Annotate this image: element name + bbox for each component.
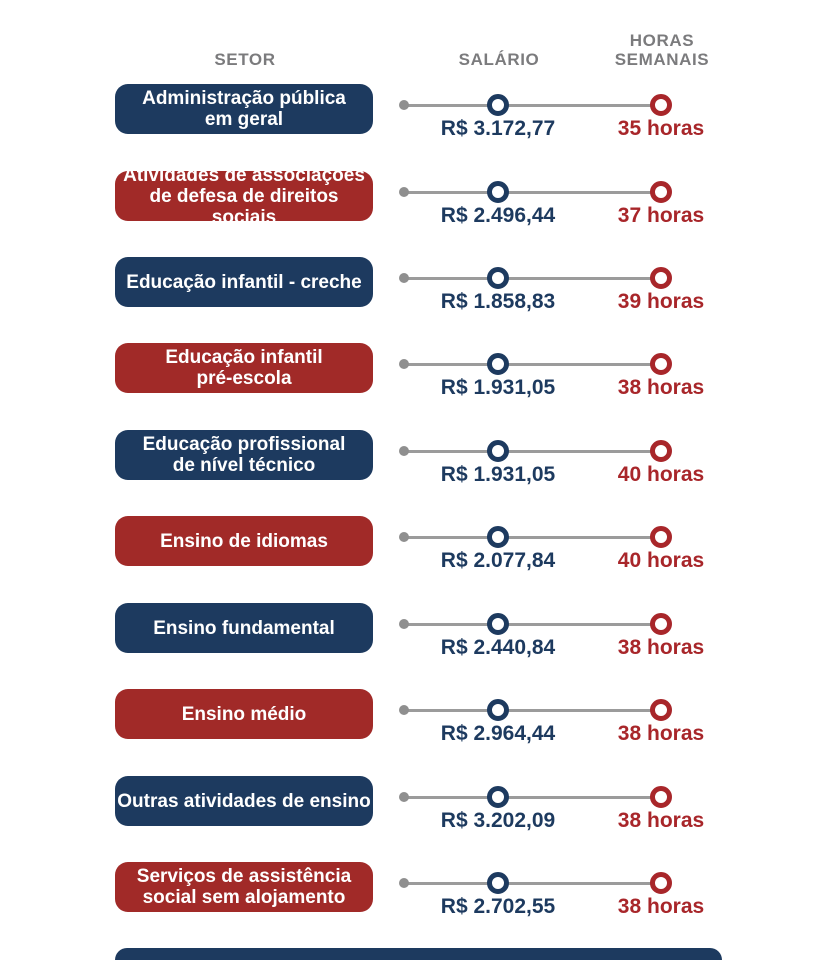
table-row: Ensino de idiomas R$ 2.077,84 40 horas (0, 516, 830, 602)
salary-marker-circle-icon (487, 440, 509, 462)
sector-pill: Outras atividades de ensino (115, 776, 373, 826)
column-header-hours: HORAS SEMANAIS (614, 31, 710, 69)
hours-marker-circle-icon (650, 526, 672, 548)
sector-label: Administração pública em geral (142, 88, 346, 130)
hours-value: 40 horas (617, 463, 705, 486)
salary-marker-circle-icon (487, 872, 509, 894)
line-start-dot-icon (399, 100, 409, 110)
table-row: Educação infantil pré-escola R$ 1.931,05… (0, 343, 830, 429)
connector-line (404, 623, 661, 626)
connector-line (404, 709, 661, 712)
hours-marker-circle-icon (650, 699, 672, 721)
line-start-dot-icon (399, 705, 409, 715)
sector-label: Educação infantil - creche (126, 271, 362, 293)
table-row: Educação infantil - creche R$ 1.858,83 3… (0, 257, 830, 343)
sector-label: Outras atividades de ensino (117, 790, 371, 812)
table-row: Educação profissional de nível técnico R… (0, 430, 830, 516)
hours-value: 38 horas (617, 809, 705, 832)
sector-label: Ensino fundamental (153, 617, 335, 639)
line-start-dot-icon (399, 792, 409, 802)
sector-pill: Atividades de associações de defesa de d… (115, 165, 373, 228)
sector-pill: Ensino fundamental (115, 603, 373, 653)
salary-value: R$ 2.964,44 (440, 722, 556, 745)
hours-value: 40 horas (617, 549, 705, 572)
hours-value: 35 horas (617, 117, 705, 140)
sector-pill: Ensino de idiomas (115, 516, 373, 566)
hours-value: 38 horas (617, 895, 705, 918)
salary-value: R$ 1.931,05 (440, 376, 556, 399)
sector-pill: Ensino médio (115, 689, 373, 739)
salary-value: R$ 1.931,05 (440, 463, 556, 486)
salary-value: R$ 3.172,77 (440, 117, 556, 140)
salary-marker-circle-icon (487, 613, 509, 635)
line-start-dot-icon (399, 273, 409, 283)
hours-value: 38 horas (617, 376, 705, 399)
salary-marker-circle-icon (487, 267, 509, 289)
table-row: Serviços de assistência social sem aloja… (0, 862, 830, 948)
table-row: Atividades de associações de defesa de d… (0, 165, 830, 257)
sector-label: Serviços de assistência social sem aloja… (136, 866, 352, 908)
salary-value: R$ 2.077,84 (440, 549, 556, 572)
table-row: Administração pública em geral R$ 3.172,… (0, 84, 830, 170)
sector-pill: Educação infantil - creche (115, 257, 373, 307)
table-row: Ensino fundamental R$ 2.440,84 38 horas (0, 603, 830, 689)
sector-pill: Educação infantil pré-escola (115, 343, 373, 393)
hours-marker-circle-icon (650, 353, 672, 375)
sector-label: Ensino médio (181, 703, 307, 725)
salary-marker-circle-icon (487, 181, 509, 203)
table-row: Ensino médio R$ 2.964,44 38 horas (0, 689, 830, 775)
hours-value: 38 horas (617, 722, 705, 745)
sector-label: Atividades de associações de defesa de d… (123, 164, 365, 228)
salary-marker-circle-icon (487, 94, 509, 116)
salary-value: R$ 1.858,83 (440, 290, 556, 313)
cropped-next-row-bar (115, 948, 722, 960)
salary-marker-circle-icon (487, 786, 509, 808)
connector-line (404, 450, 661, 453)
column-header-sector: SETOR (214, 50, 276, 69)
column-header-salary: SALÁRIO (458, 50, 540, 69)
salary-value: R$ 3.202,09 (440, 809, 556, 832)
line-start-dot-icon (399, 187, 409, 197)
sector-pill: Administração pública em geral (115, 84, 373, 134)
connector-line (404, 796, 661, 799)
line-start-dot-icon (399, 619, 409, 629)
salary-marker-circle-icon (487, 699, 509, 721)
salary-marker-circle-icon (487, 526, 509, 548)
hours-marker-circle-icon (650, 94, 672, 116)
line-start-dot-icon (399, 359, 409, 369)
line-start-dot-icon (399, 878, 409, 888)
hours-marker-circle-icon (650, 267, 672, 289)
salary-value: R$ 2.440,84 (440, 636, 556, 659)
connector-line (404, 536, 661, 539)
line-start-dot-icon (399, 446, 409, 456)
sector-pill: Educação profissional de nível técnico (115, 430, 373, 480)
hours-value: 37 horas (617, 204, 705, 227)
salary-marker-circle-icon (487, 353, 509, 375)
hours-marker-circle-icon (650, 181, 672, 203)
connector-line (404, 363, 661, 366)
salary-value: R$ 2.702,55 (440, 895, 556, 918)
hours-marker-circle-icon (650, 613, 672, 635)
hours-value: 39 horas (617, 290, 705, 313)
table-row: Outras atividades de ensino R$ 3.202,09 … (0, 776, 830, 862)
hours-value: 38 horas (617, 636, 705, 659)
connector-line (404, 882, 661, 885)
hours-marker-circle-icon (650, 440, 672, 462)
hours-marker-circle-icon (650, 786, 672, 808)
sector-label: Ensino de idiomas (160, 530, 328, 552)
connector-line (404, 277, 661, 280)
connector-line (404, 104, 661, 107)
sector-pill: Serviços de assistência social sem aloja… (115, 862, 373, 912)
connector-line (404, 191, 661, 194)
sector-label: Educação infantil pré-escola (165, 347, 323, 389)
hours-marker-circle-icon (650, 872, 672, 894)
line-start-dot-icon (399, 532, 409, 542)
sector-label: Educação profissional de nível técnico (142, 434, 346, 476)
salary-value: R$ 2.496,44 (440, 204, 556, 227)
